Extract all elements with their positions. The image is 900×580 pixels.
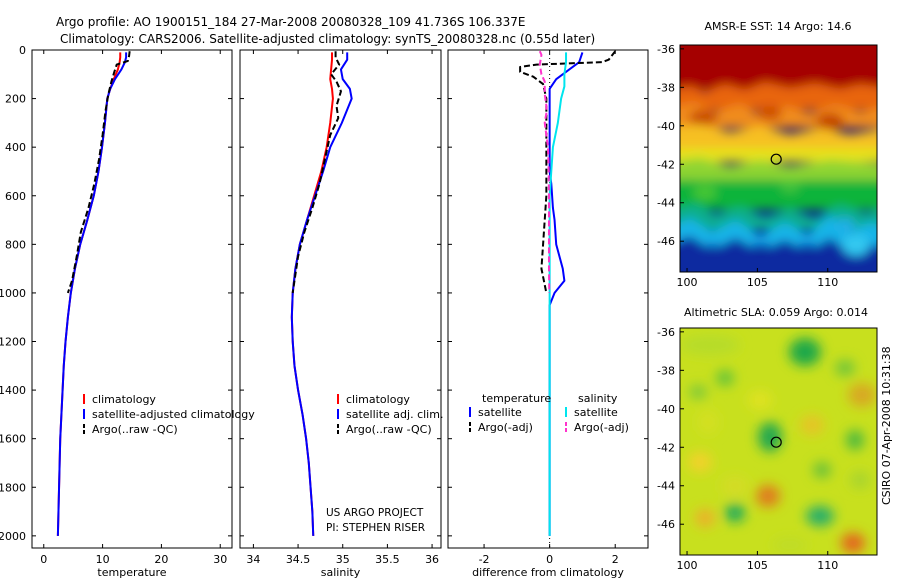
temperature-x-axis-label: temperature <box>97 566 166 579</box>
difference-x-axis-label: difference from climatology <box>472 566 624 579</box>
map-y-tick-label: -38 <box>657 364 675 377</box>
x-tick-label: 0 <box>546 553 553 566</box>
sst-map-axes: 100 105 110 -36 -38 -40 -42 -44 -46 <box>657 43 838 289</box>
sla-map-title: Altimetric SLA: 0.059 Argo: 0.014 <box>684 306 868 319</box>
temperature-series-2-line <box>66 51 131 294</box>
sla-map-frame <box>679 327 878 556</box>
map-y-tick-label: -46 <box>657 518 675 531</box>
legend-entry: climatology <box>346 393 410 406</box>
legend-entry: Argo(-adj) <box>574 421 629 434</box>
map-x-tick-label: 110 <box>817 276 838 289</box>
y-tick-label: 2000 <box>0 530 26 543</box>
y-tick-label: 200 <box>5 93 26 106</box>
map-y-tick-label: -40 <box>657 403 675 416</box>
salinity-series-0-line <box>290 52 334 536</box>
x-tick-label: 0 <box>40 553 47 566</box>
map-y-tick-label: -38 <box>657 81 675 94</box>
x-tick-label: 34.5 <box>286 553 311 566</box>
y-tick-label: 1600 <box>0 433 26 446</box>
y-tick-label: 1800 <box>0 481 26 494</box>
map-y-tick-label: -36 <box>657 326 675 339</box>
map-x-tick-label: 100 <box>677 276 698 289</box>
y-tick-label: 400 <box>5 141 26 154</box>
sst-heatmap-image <box>680 45 877 272</box>
y-tick-label: 1000 <box>0 287 26 300</box>
credit-pi: PI: STEPHEN RISER <box>326 522 425 534</box>
legend-header: salinity <box>578 392 618 405</box>
temperature-series-0-line <box>56 52 122 536</box>
y-tick-label: 1200 <box>0 336 26 349</box>
map-x-tick-label: 110 <box>817 559 838 572</box>
difference-series-3-line <box>538 50 551 293</box>
difference-legend: temperature salinitysatelliteArgo(-adj)sa… <box>469 392 629 434</box>
map-y-tick-label: -42 <box>657 441 675 454</box>
legend-entry: Argo(-adj) <box>478 421 533 434</box>
legend-header: temperature <box>482 392 551 405</box>
x-tick-label: 35.5 <box>375 553 400 566</box>
x-tick-label: 2 <box>612 553 619 566</box>
map-x-tick-label: 105 <box>747 276 768 289</box>
map-y-tick-label: -44 <box>657 197 675 210</box>
sla-heatmap-image <box>680 328 877 555</box>
difference-series-2-line <box>548 52 568 536</box>
y-tick-label: 600 <box>5 190 26 203</box>
y-tick-label: 800 <box>5 238 26 251</box>
header-line-2: Climatology: CARS2006. Satellite-adjuste… <box>60 32 595 46</box>
map-x-tick-label: 100 <box>677 559 698 572</box>
map-y-tick-label: -42 <box>657 158 675 171</box>
salinity-x-axis-label: salinity <box>321 566 361 579</box>
credit-project: US ARGO PROJECT <box>326 507 424 519</box>
legend-entry: satellite adj. clim. <box>346 408 443 421</box>
salinity-series-2-line <box>291 51 342 294</box>
y-tick-label: 1400 <box>0 384 26 397</box>
x-tick-label: -2 <box>479 553 490 566</box>
map-y-tick-label: -44 <box>657 480 675 493</box>
legend-entry: satellite <box>478 406 522 419</box>
salinity-profile-panel: 34 34.5 35 35.5 36 salinity climatology satelli… <box>239 49 443 579</box>
salinity-legend: climatology satellite adj. clim. Argo(..ra… <box>337 393 443 436</box>
argo-float-marker <box>770 153 782 165</box>
temperature-profile-panel: 0 200 400 600 800 1000 1200 1400 1600 1800 2000 0 10… <box>0 44 255 579</box>
map-y-tick-label: -46 <box>657 235 675 248</box>
salinity-series-1-line <box>290 52 353 536</box>
map-y-tick-label: -36 <box>657 43 675 56</box>
temperature-axes-frame <box>31 49 233 549</box>
legend-entry: satellite <box>574 406 618 419</box>
legend-entry: climatology <box>92 393 156 406</box>
header-line-1: Argo profile: AO 1900151_184 27-Mar-2008… <box>56 15 525 29</box>
legend-entry: Argo(..raw -QC) <box>92 423 178 436</box>
difference-series-1-line <box>519 50 617 294</box>
salinity-axes-frame <box>239 49 442 549</box>
x-tick-label: 30 <box>213 553 227 566</box>
temperature-series-1-line <box>56 52 128 536</box>
sst-map-frame <box>679 44 878 273</box>
x-tick-label: 34 <box>246 553 260 566</box>
map-y-tick-label: -40 <box>657 120 675 133</box>
map-x-tick-label: 105 <box>747 559 768 572</box>
argo-float-marker <box>770 436 782 448</box>
temperature-legend: climatology satellite-adjusted climatolog… <box>83 393 255 436</box>
x-tick-label: 36 <box>425 553 439 566</box>
y-tick-label: 0 <box>19 44 26 57</box>
sst-map-title: AMSR-E SST: 14 Argo: 14.6 <box>704 20 851 33</box>
x-tick-label: 10 <box>96 553 110 566</box>
x-tick-label: 20 <box>154 553 168 566</box>
legend-entry: satellite-adjusted climatology <box>92 408 255 421</box>
difference-axes-frame <box>447 49 649 549</box>
x-tick-label: 35 <box>336 553 350 566</box>
sla-map-axes: 100 105 110 -36 -38 -40 -42 -44 -46 <box>657 326 838 572</box>
legend-entry: Argo(..raw -QC) <box>346 423 432 436</box>
difference-series-0-line <box>548 52 584 536</box>
timestamp-stamp: CSIRO 07-Apr-2008 10:31:38 <box>880 346 893 505</box>
